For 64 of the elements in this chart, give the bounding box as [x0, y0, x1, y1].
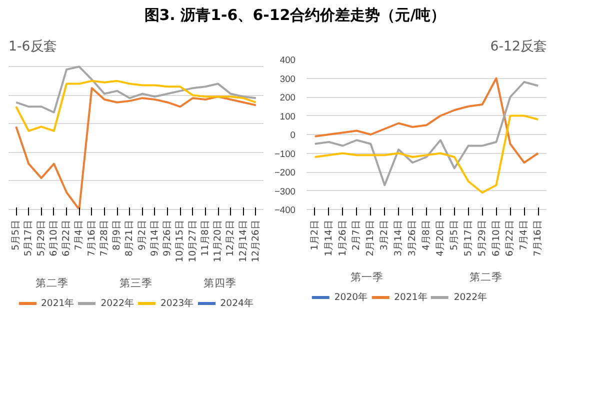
text: 第二季 — [469, 270, 502, 284]
x-tick-label: 7月28日 — [98, 220, 110, 256]
x-tick-label: 5月5日 — [448, 220, 460, 250]
legend-label: 2021年 — [394, 290, 427, 304]
x-tick-label: 1月2日 — [309, 220, 320, 250]
x-tick-label: 11月8日 — [200, 220, 211, 256]
x-tick-label: 3月2日 — [379, 220, 390, 250]
y-tick-label: 0 — [290, 130, 296, 140]
x-tick-label: 7月16日 — [532, 220, 544, 256]
x-tick-label: 1月26日 — [337, 220, 348, 256]
line-series — [314, 81, 540, 186]
x-tick-label: 7月4日 — [518, 220, 530, 250]
x-tick-label: 11月20日 — [212, 220, 224, 262]
y-tick-label: 100 — [280, 111, 296, 122]
y-tick-label: −100 — [274, 148, 296, 159]
x-tick-label: 2月7日 — [351, 220, 362, 250]
legend-label: 2022年 — [454, 290, 487, 304]
x-tick-label: 5月29日 — [36, 220, 47, 256]
x-tick-label: 3月26日 — [407, 220, 418, 256]
y-tick-label: 300 — [280, 74, 296, 84]
x-tick-label: 4月20日 — [434, 220, 446, 256]
y-tick-label: −300 — [274, 186, 296, 196]
x-tick-label: 5月5日 — [10, 220, 22, 250]
legend-label: 2024年 — [220, 296, 253, 310]
x-tick-label: 7月16日 — [86, 220, 98, 256]
x-tick-label: 8月21日 — [124, 220, 136, 256]
x-tick-label: 3月14日 — [393, 220, 404, 256]
y-tick-label: −200 — [274, 168, 296, 178]
chart-subtitle: 6-12反套 — [490, 40, 546, 54]
text: 第一季 — [350, 270, 384, 284]
x-tick-label: 6月22日 — [504, 220, 516, 256]
chart-subtitle: 1-6反套 — [8, 40, 56, 54]
x-tick-label: 7月4日 — [74, 220, 85, 250]
x-tick-label: 6月10日 — [48, 220, 60, 256]
line-series — [314, 77, 540, 164]
y-tick-label: −400 — [274, 205, 296, 215]
x-tick-label: 6月22日 — [61, 220, 72, 256]
y-tick-label: 400 — [280, 55, 296, 65]
legend-label: 2020年 — [334, 290, 368, 304]
x-tick-label: 5月17日 — [462, 220, 474, 256]
x-tick-label: 4月8日 — [421, 220, 432, 250]
x-tick-label: 10月15日 — [174, 220, 186, 262]
legend-label: 2021年 — [41, 296, 74, 310]
x-tick-label: 10月27日 — [187, 220, 198, 262]
text: 第三季 — [120, 276, 152, 290]
x-tick-label: 12月14日 — [238, 220, 249, 262]
x-tick-label: 6月10日 — [490, 220, 502, 256]
text: 图3. 沥青1-6、6-12合约价差走势（元/吨） — [144, 5, 446, 26]
x-tick-label: 9月14日 — [149, 220, 160, 256]
line-series — [314, 114, 540, 194]
x-tick-label: 9月26日 — [162, 220, 174, 256]
x-tick-label: 2月19日 — [365, 220, 376, 256]
x-tick-label: 12月26日 — [250, 220, 262, 262]
x-tick-label: 5月17日 — [23, 220, 34, 256]
x-tick-label: 12月2日 — [225, 220, 236, 256]
legend-label: 2022年 — [100, 296, 134, 310]
y-tick-label: 200 — [280, 92, 296, 102]
text: 第二季 — [35, 276, 68, 290]
legend-label: 2023年 — [160, 296, 194, 310]
x-tick-label: 9月2日 — [136, 220, 148, 250]
x-tick-label: 5月29日 — [476, 220, 488, 256]
text: 第四季 — [204, 276, 237, 290]
x-tick-label: 8月9日 — [112, 220, 123, 250]
x-tick-label: 1月14日 — [323, 220, 334, 256]
